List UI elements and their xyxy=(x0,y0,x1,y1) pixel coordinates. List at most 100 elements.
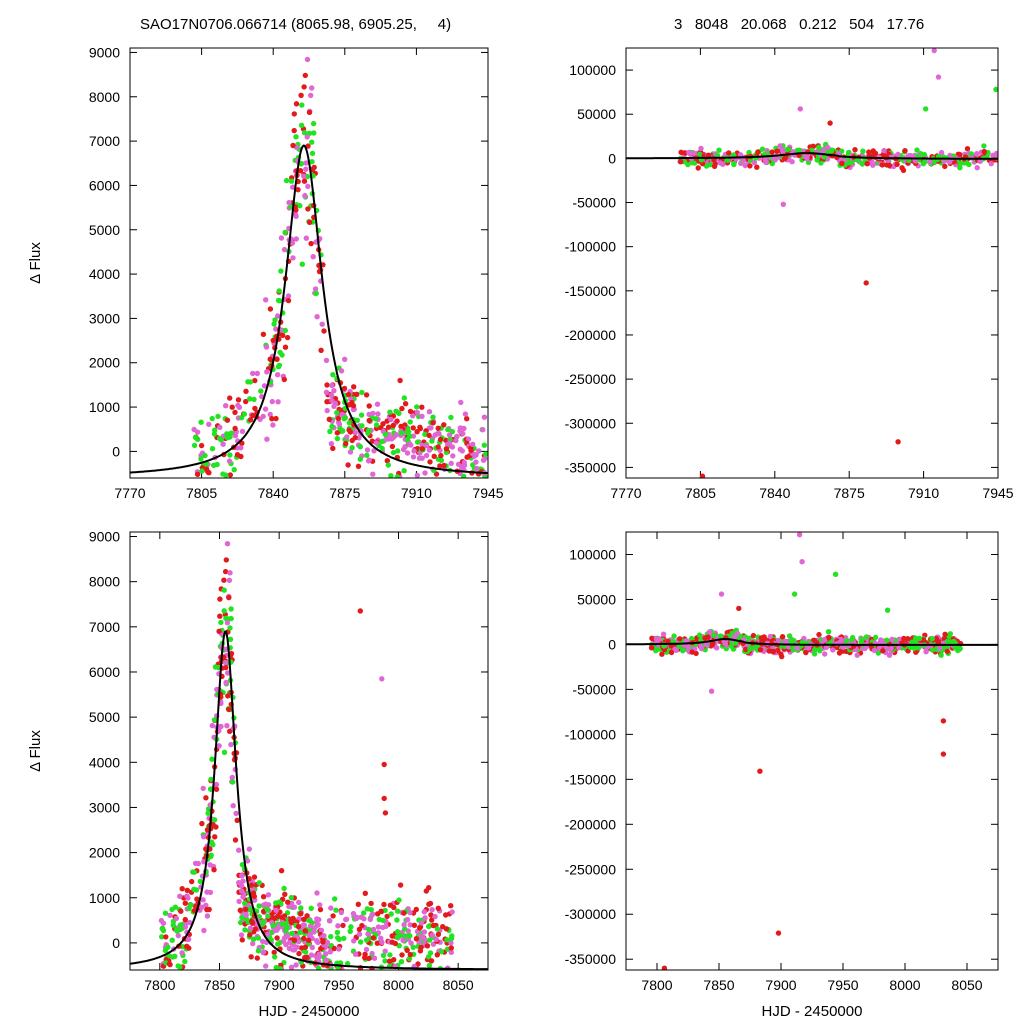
data-point xyxy=(313,290,319,297)
data-point xyxy=(929,635,935,642)
data-point xyxy=(382,958,388,964)
x-tick-label: 7900 xyxy=(765,977,796,993)
data-point xyxy=(179,950,185,956)
data-point xyxy=(169,906,175,913)
data-point xyxy=(302,928,308,934)
data-point xyxy=(363,392,370,398)
data-point xyxy=(424,943,431,949)
data-point xyxy=(838,648,844,654)
data-point xyxy=(840,644,846,650)
data-point xyxy=(796,532,803,538)
data-point xyxy=(956,151,963,158)
data-point xyxy=(344,434,350,440)
data-point xyxy=(387,409,393,415)
data-point xyxy=(305,183,311,190)
data-point xyxy=(326,416,332,422)
data-point xyxy=(284,334,291,341)
data-point xyxy=(843,638,850,644)
data-point xyxy=(711,632,717,639)
data-point xyxy=(408,442,414,448)
data-point xyxy=(323,951,329,957)
data-point xyxy=(265,913,271,919)
data-point xyxy=(940,718,947,724)
data-point xyxy=(823,644,830,651)
data-point xyxy=(435,905,441,911)
data-point xyxy=(381,761,387,768)
data-point xyxy=(320,939,326,945)
data-point xyxy=(281,885,287,892)
data-point xyxy=(416,455,423,461)
y-tick-label: 1000 xyxy=(89,399,120,415)
data-point xyxy=(914,147,920,153)
data-point xyxy=(293,962,299,968)
data-point xyxy=(465,436,472,442)
data-point xyxy=(223,403,229,409)
data-point xyxy=(298,160,305,167)
data-point xyxy=(291,127,297,134)
data-point xyxy=(449,444,456,450)
data-point xyxy=(211,817,218,823)
data-point xyxy=(256,880,262,886)
data-point xyxy=(260,331,267,337)
data-point xyxy=(249,918,255,924)
data-point xyxy=(305,937,312,943)
data-point xyxy=(366,417,372,424)
data-point xyxy=(443,926,450,932)
data-point xyxy=(330,913,336,919)
data-point xyxy=(430,414,436,420)
y-tick-label: -350000 xyxy=(565,951,617,967)
data-point xyxy=(407,922,413,928)
data-point xyxy=(422,915,428,921)
data-point xyxy=(226,458,233,464)
data-point xyxy=(419,404,425,410)
data-point xyxy=(285,297,292,304)
data-point xyxy=(311,130,317,136)
data-point xyxy=(182,900,188,906)
data-point xyxy=(291,111,297,117)
data-point xyxy=(198,442,205,449)
data-point xyxy=(901,635,907,642)
data-point xyxy=(747,646,753,652)
data-point xyxy=(314,314,320,320)
data-point xyxy=(238,453,244,460)
data-point xyxy=(335,935,341,941)
data-point xyxy=(301,178,308,184)
data-point xyxy=(221,749,228,755)
data-point xyxy=(226,706,232,713)
data-point xyxy=(988,161,994,167)
data-point xyxy=(408,940,414,946)
data-point xyxy=(414,472,420,478)
data-point xyxy=(751,159,758,166)
data-point xyxy=(438,457,445,464)
data-point xyxy=(384,913,390,920)
data-point xyxy=(431,453,437,459)
data-point xyxy=(385,424,392,430)
plot-frame xyxy=(625,47,999,479)
data-point xyxy=(238,445,244,451)
data-point xyxy=(350,406,357,413)
data-point xyxy=(182,924,189,930)
data-point xyxy=(321,328,327,334)
data-point xyxy=(411,448,417,454)
data-point xyxy=(302,954,308,961)
data-point xyxy=(329,423,335,430)
data-point xyxy=(446,432,453,438)
data-point xyxy=(302,192,308,199)
x-axis-label: HJD - 2450000 xyxy=(762,1003,863,1020)
data-point xyxy=(312,286,319,292)
data-point xyxy=(186,945,192,951)
data-point xyxy=(750,632,757,639)
data-point xyxy=(264,369,270,375)
data-point xyxy=(895,439,901,445)
data-point xyxy=(933,635,940,642)
data-point xyxy=(655,646,661,652)
data-point xyxy=(689,160,695,166)
data-point xyxy=(414,404,420,410)
data-point xyxy=(239,428,246,435)
data-point xyxy=(779,653,785,660)
data-point xyxy=(273,900,279,906)
plot-frame xyxy=(129,47,489,479)
data-point xyxy=(757,768,763,774)
x-tick-label: 7800 xyxy=(144,977,175,993)
x-tick-label: 7945 xyxy=(472,485,503,501)
